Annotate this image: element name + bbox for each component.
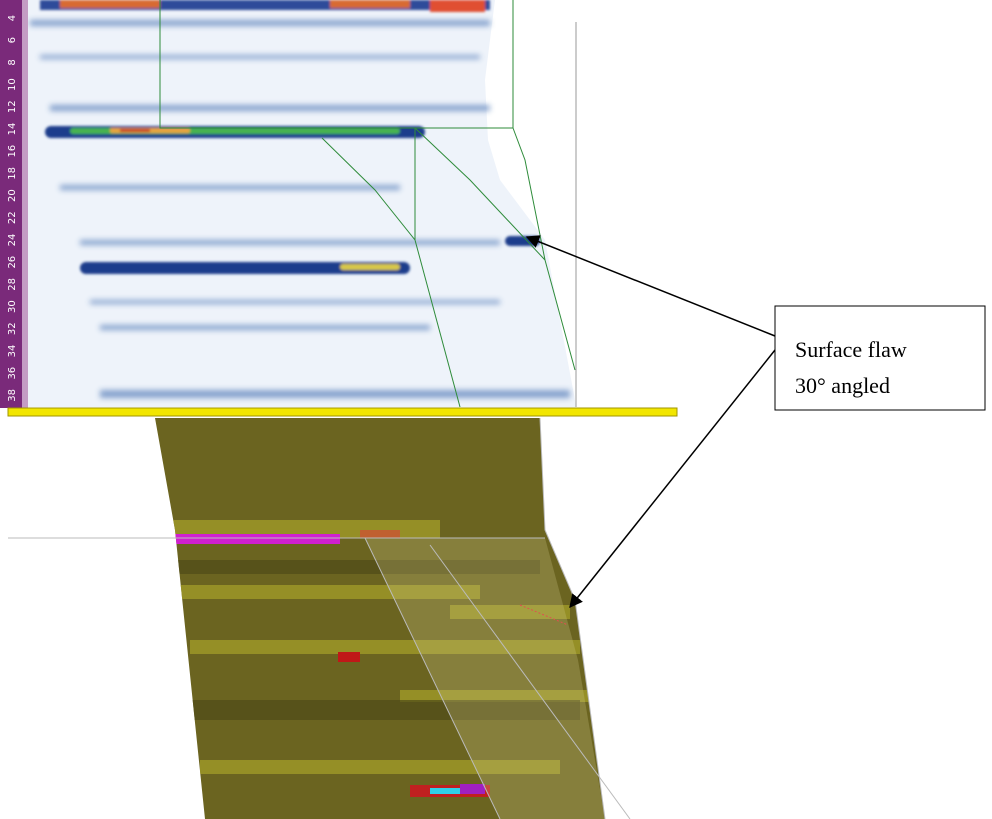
top-scan [28,0,576,407]
ruler-label: 22 [7,211,18,224]
ruler-label: 34 [7,345,18,358]
ruler-label: 26 [7,256,18,269]
ruler-label: 24 [7,234,18,247]
divider-bar [8,408,677,416]
callout-arrow [570,350,775,607]
ruler-label: 30 [7,300,18,313]
callout-arrow [527,237,775,336]
ruler-label: 14 [7,123,18,136]
bottom-scan [150,418,610,819]
ruler-label: 8 [7,59,18,65]
ruler-label: 36 [7,367,18,380]
ruler-label: 16 [7,145,18,158]
ruler-label: 32 [7,322,18,335]
ruler-label: 4 [7,15,18,21]
ruler-label: 6 [7,37,18,43]
ruler-label: 28 [7,278,18,291]
figure: 4 6 8 10 12 14 16 18 20 22 24 26 28 30 32 34 36 38 [0,0,992,819]
ruler-label: 38 [7,389,18,402]
page: 4 6 8 10 12 14 16 18 20 22 24 26 28 30 32 34 36 38 [0,0,992,819]
callout-line: 30° angled [795,373,890,398]
ruler-label: 18 [7,167,18,180]
ruler-label: 10 [7,78,18,91]
ruler-label: 20 [7,189,18,202]
ruler-label: 12 [7,100,18,113]
callout-line: Surface flaw [795,337,907,362]
ruler-ticks [22,0,28,408]
